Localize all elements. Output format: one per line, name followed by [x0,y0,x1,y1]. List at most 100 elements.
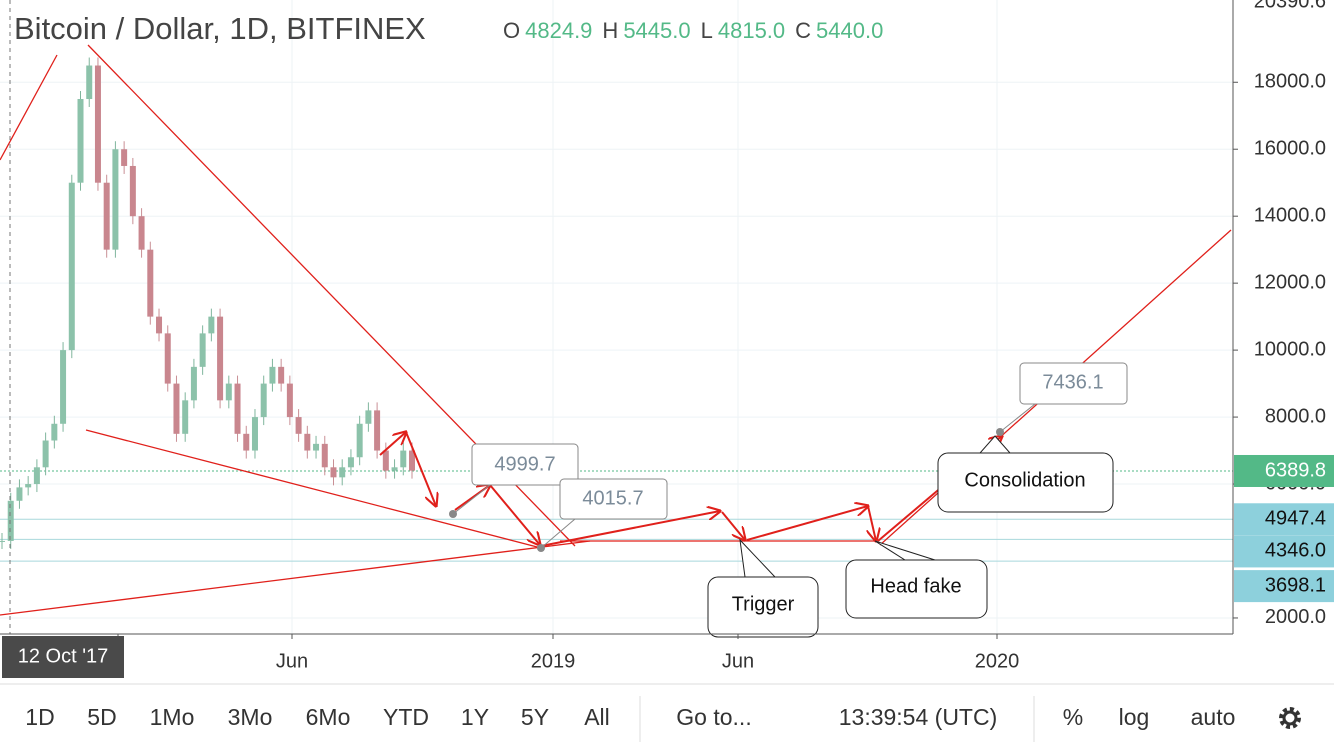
candle [68,182,75,351]
ohlc-key: C [795,18,811,43]
ohlc-key: O [503,18,520,43]
y-tick-label: 8000.0 [1265,405,1326,427]
candle [42,440,49,468]
point [537,544,545,552]
x-tick-label: Jun [276,650,308,672]
x-tick-label: 2019 [531,650,576,672]
candle [260,383,267,418]
candle [391,467,398,471]
candle [251,417,258,451]
note: Head fake [845,540,988,619]
ohlc-value: 5440.0 [816,18,883,43]
y-tick-label: 14000.0 [1254,204,1326,226]
note-label: Trigger [732,593,795,615]
candle [138,216,145,250]
price-label-box [1234,503,1334,536]
candle [278,366,285,384]
candle [156,316,163,334]
callout-label: 7436.1 [1042,371,1103,393]
toolbar: 1D 5D 1Mo 3Mo 6Mo YTD 1Y 5Y All Go to... 13:39:54 … [25,704,1235,730]
range-button[interactable]: 3Mo [228,704,273,730]
y-tick-label: 12000.0 [1254,271,1326,293]
candle [243,433,250,451]
candle [356,423,363,458]
candle [190,366,197,401]
range-button[interactable]: 5D [87,704,116,730]
ohlc: O 4824.9 H 5445.0 L 4815.0 C 5440.0 [503,18,883,43]
callout-label: 4999.7 [494,453,555,475]
candle [365,410,372,424]
candle [51,423,58,441]
y-tick-label: 2000.0 [1265,606,1326,628]
option-button[interactable]: % [1063,704,1083,730]
candle [225,383,232,401]
settings-icon[interactable] [1279,707,1301,729]
candle [295,417,302,434]
ohlc-key: H [602,18,618,43]
arrow [540,511,720,547]
candle [234,383,241,434]
candle [25,484,32,488]
price-label: 3698.1 [1265,574,1326,596]
range-button[interactable]: 1Y [461,704,489,730]
price-label-box [1234,0,1334,19]
range-button[interactable]: 6Mo [306,704,351,730]
chart-title: Bitcoin / Dollar, 1D, BITFINEX [14,11,426,46]
callout: 4015.7 [537,478,668,552]
candle [0,540,5,542]
candle [103,182,110,250]
x-tick-label: 2020 [975,650,1020,672]
candle [94,65,101,183]
arrow [379,432,406,456]
note: Consolidation [937,435,1114,513]
ohlc-value: 5445.0 [623,18,690,43]
candle [304,433,311,451]
note-label: Consolidation [964,469,1085,491]
arrow [868,505,876,541]
grid [0,0,1233,634]
range-button[interactable]: All [584,704,610,730]
candle [400,450,407,468]
candle [286,383,293,418]
trend-line [0,540,591,616]
callout: 4999.7 [449,443,579,518]
candle [77,99,84,183]
candle [208,316,215,334]
arrow [721,511,745,540]
range-button[interactable]: 1D [25,704,54,730]
candle [173,383,180,434]
clock: 13:39:54 (UTC) [839,704,998,730]
range-button[interactable]: 1Mo [150,704,195,730]
cursor-date-box [2,636,124,678]
candle [182,400,189,434]
range-button[interactable]: YTD [383,704,429,730]
price-label: 20390.6 [1254,0,1326,13]
goto-button[interactable]: Go to... [676,704,751,730]
candle [60,350,67,424]
option-button[interactable]: auto [1191,704,1236,730]
cursor-date: 12 Oct '17 [18,645,109,667]
x-tick-label: Jun [722,650,754,672]
candle [147,249,154,317]
candle [409,450,415,471]
y-tick-label: 10000.0 [1254,338,1326,360]
candle [86,65,93,100]
price-label: 6389.8 [1265,459,1326,481]
price-label: 4947.4 [1265,508,1326,530]
note: Trigger [707,538,819,638]
range-button[interactable]: 5Y [521,704,549,730]
option-button[interactable]: log [1119,704,1150,730]
trend-line [85,429,542,549]
candle [7,500,14,541]
point [449,510,457,518]
ohlc-value: 4815.0 [718,18,785,43]
candle [339,467,346,478]
candle [199,333,206,367]
candle [129,165,136,217]
price-label-box [1234,454,1334,487]
callout: 7436.1 [996,362,1128,436]
note-label: Head fake [870,575,961,597]
arrow [489,484,540,545]
